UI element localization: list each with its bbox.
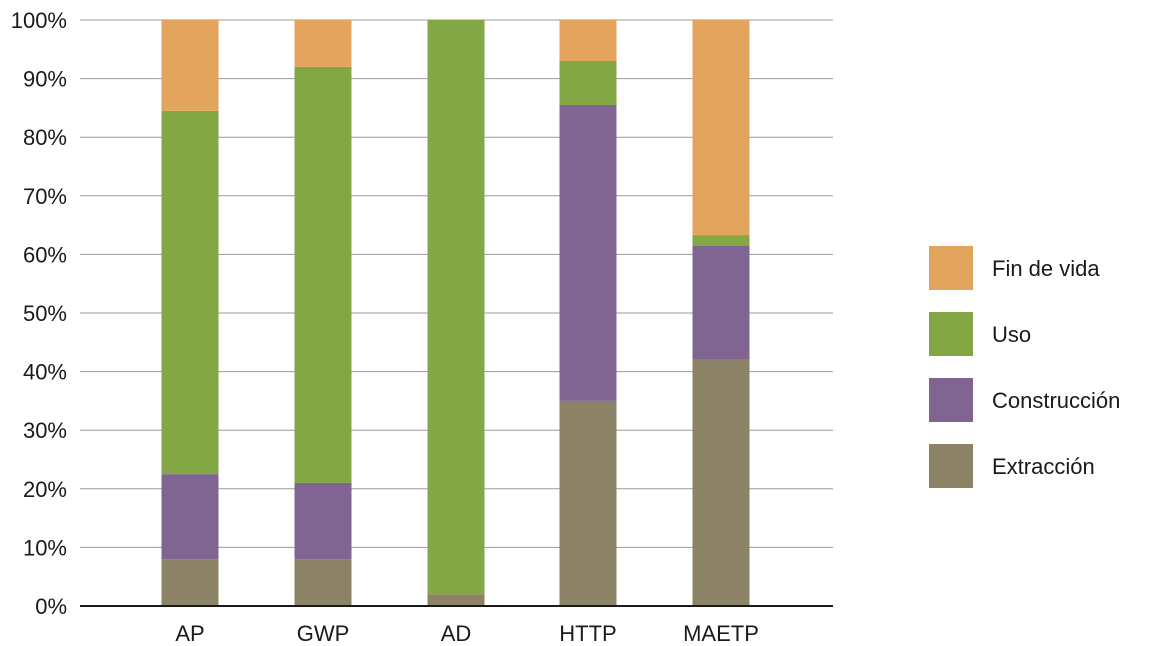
y-tick-label: 0% bbox=[35, 594, 67, 619]
x-tick-label: GWP bbox=[297, 621, 350, 646]
legend-swatch-uso bbox=[929, 312, 973, 356]
legend-label-fin-de-vida: Fin de vida bbox=[992, 256, 1100, 281]
bar-segment-maetp-extraccion bbox=[692, 359, 750, 606]
y-tick-label: 90% bbox=[23, 67, 67, 92]
bar-segment-maetp-fin-de-vida bbox=[692, 20, 750, 236]
y-tick-label: 60% bbox=[23, 242, 67, 267]
x-tick-label: AP bbox=[175, 621, 204, 646]
bars bbox=[161, 20, 750, 606]
y-tick-labels: 0% 10% 20% 30% 40% 50% 60% 70% 80% 90% 100% bbox=[11, 8, 67, 619]
bar-segment-gwp-fin-de-vida bbox=[294, 20, 352, 67]
legend-label-construccion: Construcción bbox=[992, 388, 1120, 413]
bar-segment-ap-fin-de-vida bbox=[161, 20, 219, 111]
x-tick-label: AD bbox=[441, 621, 472, 646]
bar-segment-ap-construccion bbox=[161, 474, 219, 560]
bar-segment-gwp-extraccion bbox=[294, 559, 352, 606]
y-tick-label: 80% bbox=[23, 125, 67, 150]
legend-swatch-construccion bbox=[929, 378, 973, 422]
bar-segment-ap-extraccion bbox=[161, 559, 219, 606]
y-tick-label: 10% bbox=[23, 535, 67, 560]
x-tick-label: MAETP bbox=[683, 621, 759, 646]
legend: Fin de vida Uso Construcción Extracción bbox=[929, 246, 1120, 488]
bar-segment-ap-uso bbox=[161, 110, 219, 475]
y-tick-label: 100% bbox=[11, 8, 67, 33]
bar-segment-http-extraccion bbox=[559, 400, 617, 606]
bar-segment-gwp-construccion bbox=[294, 482, 352, 560]
y-tick-label: 30% bbox=[23, 418, 67, 443]
x-tick-label: HTTP bbox=[559, 621, 616, 646]
legend-label-uso: Uso bbox=[992, 322, 1031, 347]
bar-segment-ad-uso bbox=[427, 20, 485, 595]
x-tick-labels: AP GWP AD HTTP MAETP bbox=[175, 621, 759, 646]
bar-segment-maetp-construccion bbox=[692, 245, 750, 360]
legend-swatch-extraccion bbox=[929, 444, 973, 488]
bar-segment-gwp-uso bbox=[294, 66, 352, 483]
y-tick-label: 40% bbox=[23, 360, 67, 385]
y-tick-label: 70% bbox=[23, 184, 67, 209]
y-tick-label: 20% bbox=[23, 477, 67, 502]
y-tick-label: 50% bbox=[23, 301, 67, 326]
bar-segment-http-fin-de-vida bbox=[559, 20, 617, 62]
bar-segment-maetp-uso bbox=[692, 235, 750, 246]
bar-segment-http-construccion bbox=[559, 104, 617, 401]
bar-segment-ad-extraccion bbox=[427, 594, 485, 606]
bar-segment-http-uso bbox=[559, 61, 617, 105]
legend-swatch-fin-de-vida bbox=[929, 246, 973, 290]
legend-label-extraccion: Extracción bbox=[992, 454, 1095, 479]
